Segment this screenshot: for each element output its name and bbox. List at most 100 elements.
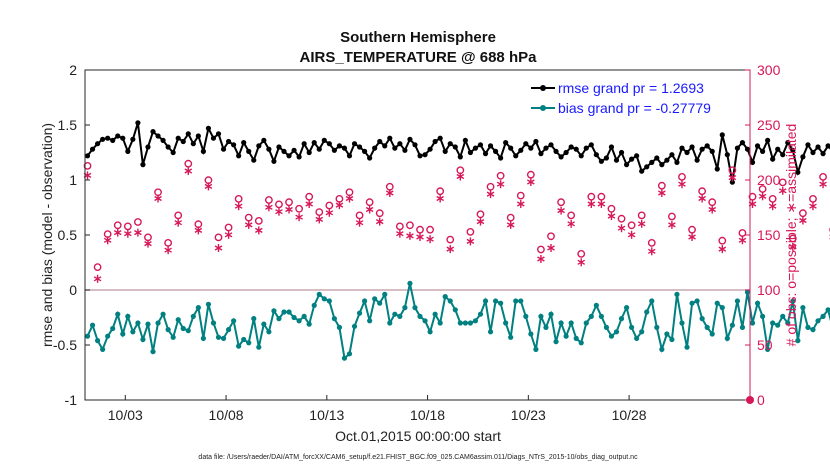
data-point-assimilated	[365, 205, 374, 214]
data-point-assimilated	[567, 219, 575, 228]
star-stroke	[254, 227, 263, 234]
bias-point	[341, 355, 348, 361]
x-tick-label: 10/18	[410, 407, 445, 423]
rmse-point	[377, 138, 383, 145]
star-stroke	[295, 214, 303, 220]
data-point-possible	[254, 216, 263, 225]
bias-point	[704, 324, 710, 330]
rmse-point	[150, 129, 156, 135]
rmse-point	[407, 136, 413, 142]
star-stroke	[375, 218, 384, 225]
star-stroke	[214, 245, 223, 251]
bias-point	[276, 316, 282, 322]
bias-point	[281, 309, 287, 315]
bias-point	[437, 320, 443, 326]
bias-point	[246, 340, 252, 346]
star-stroke	[506, 222, 515, 228]
bias-point	[200, 335, 206, 341]
bias-point	[165, 327, 171, 333]
y-tick-label: 2	[69, 62, 77, 78]
rmse-point	[89, 146, 96, 152]
bias-point	[815, 318, 821, 324]
bias-point	[140, 336, 146, 343]
rmse-point	[699, 146, 705, 152]
rmse-point	[215, 131, 222, 137]
data-point-possible	[113, 221, 122, 230]
star-stroke	[597, 201, 606, 207]
data-point-assimilated	[375, 217, 384, 226]
rmse-point	[130, 136, 136, 142]
star-stroke	[265, 204, 273, 210]
star-stroke	[275, 209, 283, 215]
bias-point	[654, 324, 660, 330]
bias-point	[462, 320, 468, 326]
rmse-point	[331, 147, 337, 153]
bias-point	[316, 291, 322, 297]
star-stroke	[819, 181, 827, 187]
rmse-point	[306, 149, 312, 156]
bias-point	[583, 320, 589, 326]
star-stroke	[728, 174, 737, 181]
data-point-assimilated	[385, 189, 394, 197]
data-point-possible	[657, 181, 666, 190]
bias-point	[306, 321, 312, 327]
rmse-point	[125, 148, 131, 154]
data-point-possible	[234, 194, 243, 203]
data-point-possible	[486, 182, 495, 191]
rmse-point	[210, 135, 217, 141]
star-stroke	[234, 203, 243, 209]
y-tick-label: -1	[65, 392, 78, 408]
rmse-point	[573, 146, 579, 152]
data-point-assimilated	[254, 226, 263, 235]
bias-point	[729, 322, 735, 328]
footer-file-path: data file: /Users/raeder/DAI/ATM_forcXX/…	[198, 454, 638, 461]
star-stroke	[658, 190, 666, 196]
x-tick-label: 10/28	[612, 407, 647, 423]
data-point-possible	[355, 211, 364, 220]
x-axis-label: Oct.01,2015 00:00:00 start	[335, 428, 501, 444]
star-stroke	[476, 218, 485, 225]
rmse-point	[487, 143, 494, 149]
star-stroke	[637, 221, 646, 227]
bias-point	[709, 331, 715, 337]
bias-point	[669, 336, 675, 343]
bias-point	[125, 313, 131, 319]
legend-marker-bias	[540, 105, 546, 111]
bias-point	[528, 331, 534, 337]
bias-point	[362, 298, 368, 304]
data-point-assimilated	[103, 236, 112, 245]
data-point-assimilated	[789, 242, 797, 251]
data-point-possible	[446, 235, 455, 244]
star-stroke	[486, 191, 495, 197]
bias-point	[568, 320, 574, 326]
bias-point	[754, 300, 761, 306]
rmse-point	[608, 144, 615, 150]
bias-point	[417, 313, 423, 319]
bias-point	[498, 300, 504, 306]
data-point-possible	[83, 161, 92, 170]
data-point-possible	[547, 232, 555, 241]
data-point-assimilated	[93, 274, 102, 283]
data-point-possible	[718, 236, 727, 245]
rmse-point	[795, 169, 801, 175]
data-point-possible	[577, 249, 586, 258]
rmse-point	[694, 157, 700, 163]
star-stroke	[516, 201, 525, 207]
data-point-possible	[416, 225, 424, 234]
bias-point	[160, 311, 166, 317]
rmse-point	[503, 140, 509, 146]
star-stroke	[416, 234, 424, 240]
data-point-assimilated	[406, 231, 414, 240]
data-point-assimilated	[658, 189, 666, 197]
legend: rmse grand pr = 1.2693 bias grand pr = -…	[528, 76, 746, 118]
rmse-point	[659, 162, 665, 168]
rmse-point	[477, 142, 484, 148]
data-point-possible	[264, 196, 273, 204]
rmse-point	[281, 148, 287, 154]
bias-point	[170, 334, 176, 340]
data-point-assimilated	[486, 190, 495, 199]
rmse-point	[351, 141, 358, 147]
rmse-point	[618, 149, 625, 156]
rmse-point	[533, 138, 539, 145]
data-point-possible	[788, 234, 797, 243]
